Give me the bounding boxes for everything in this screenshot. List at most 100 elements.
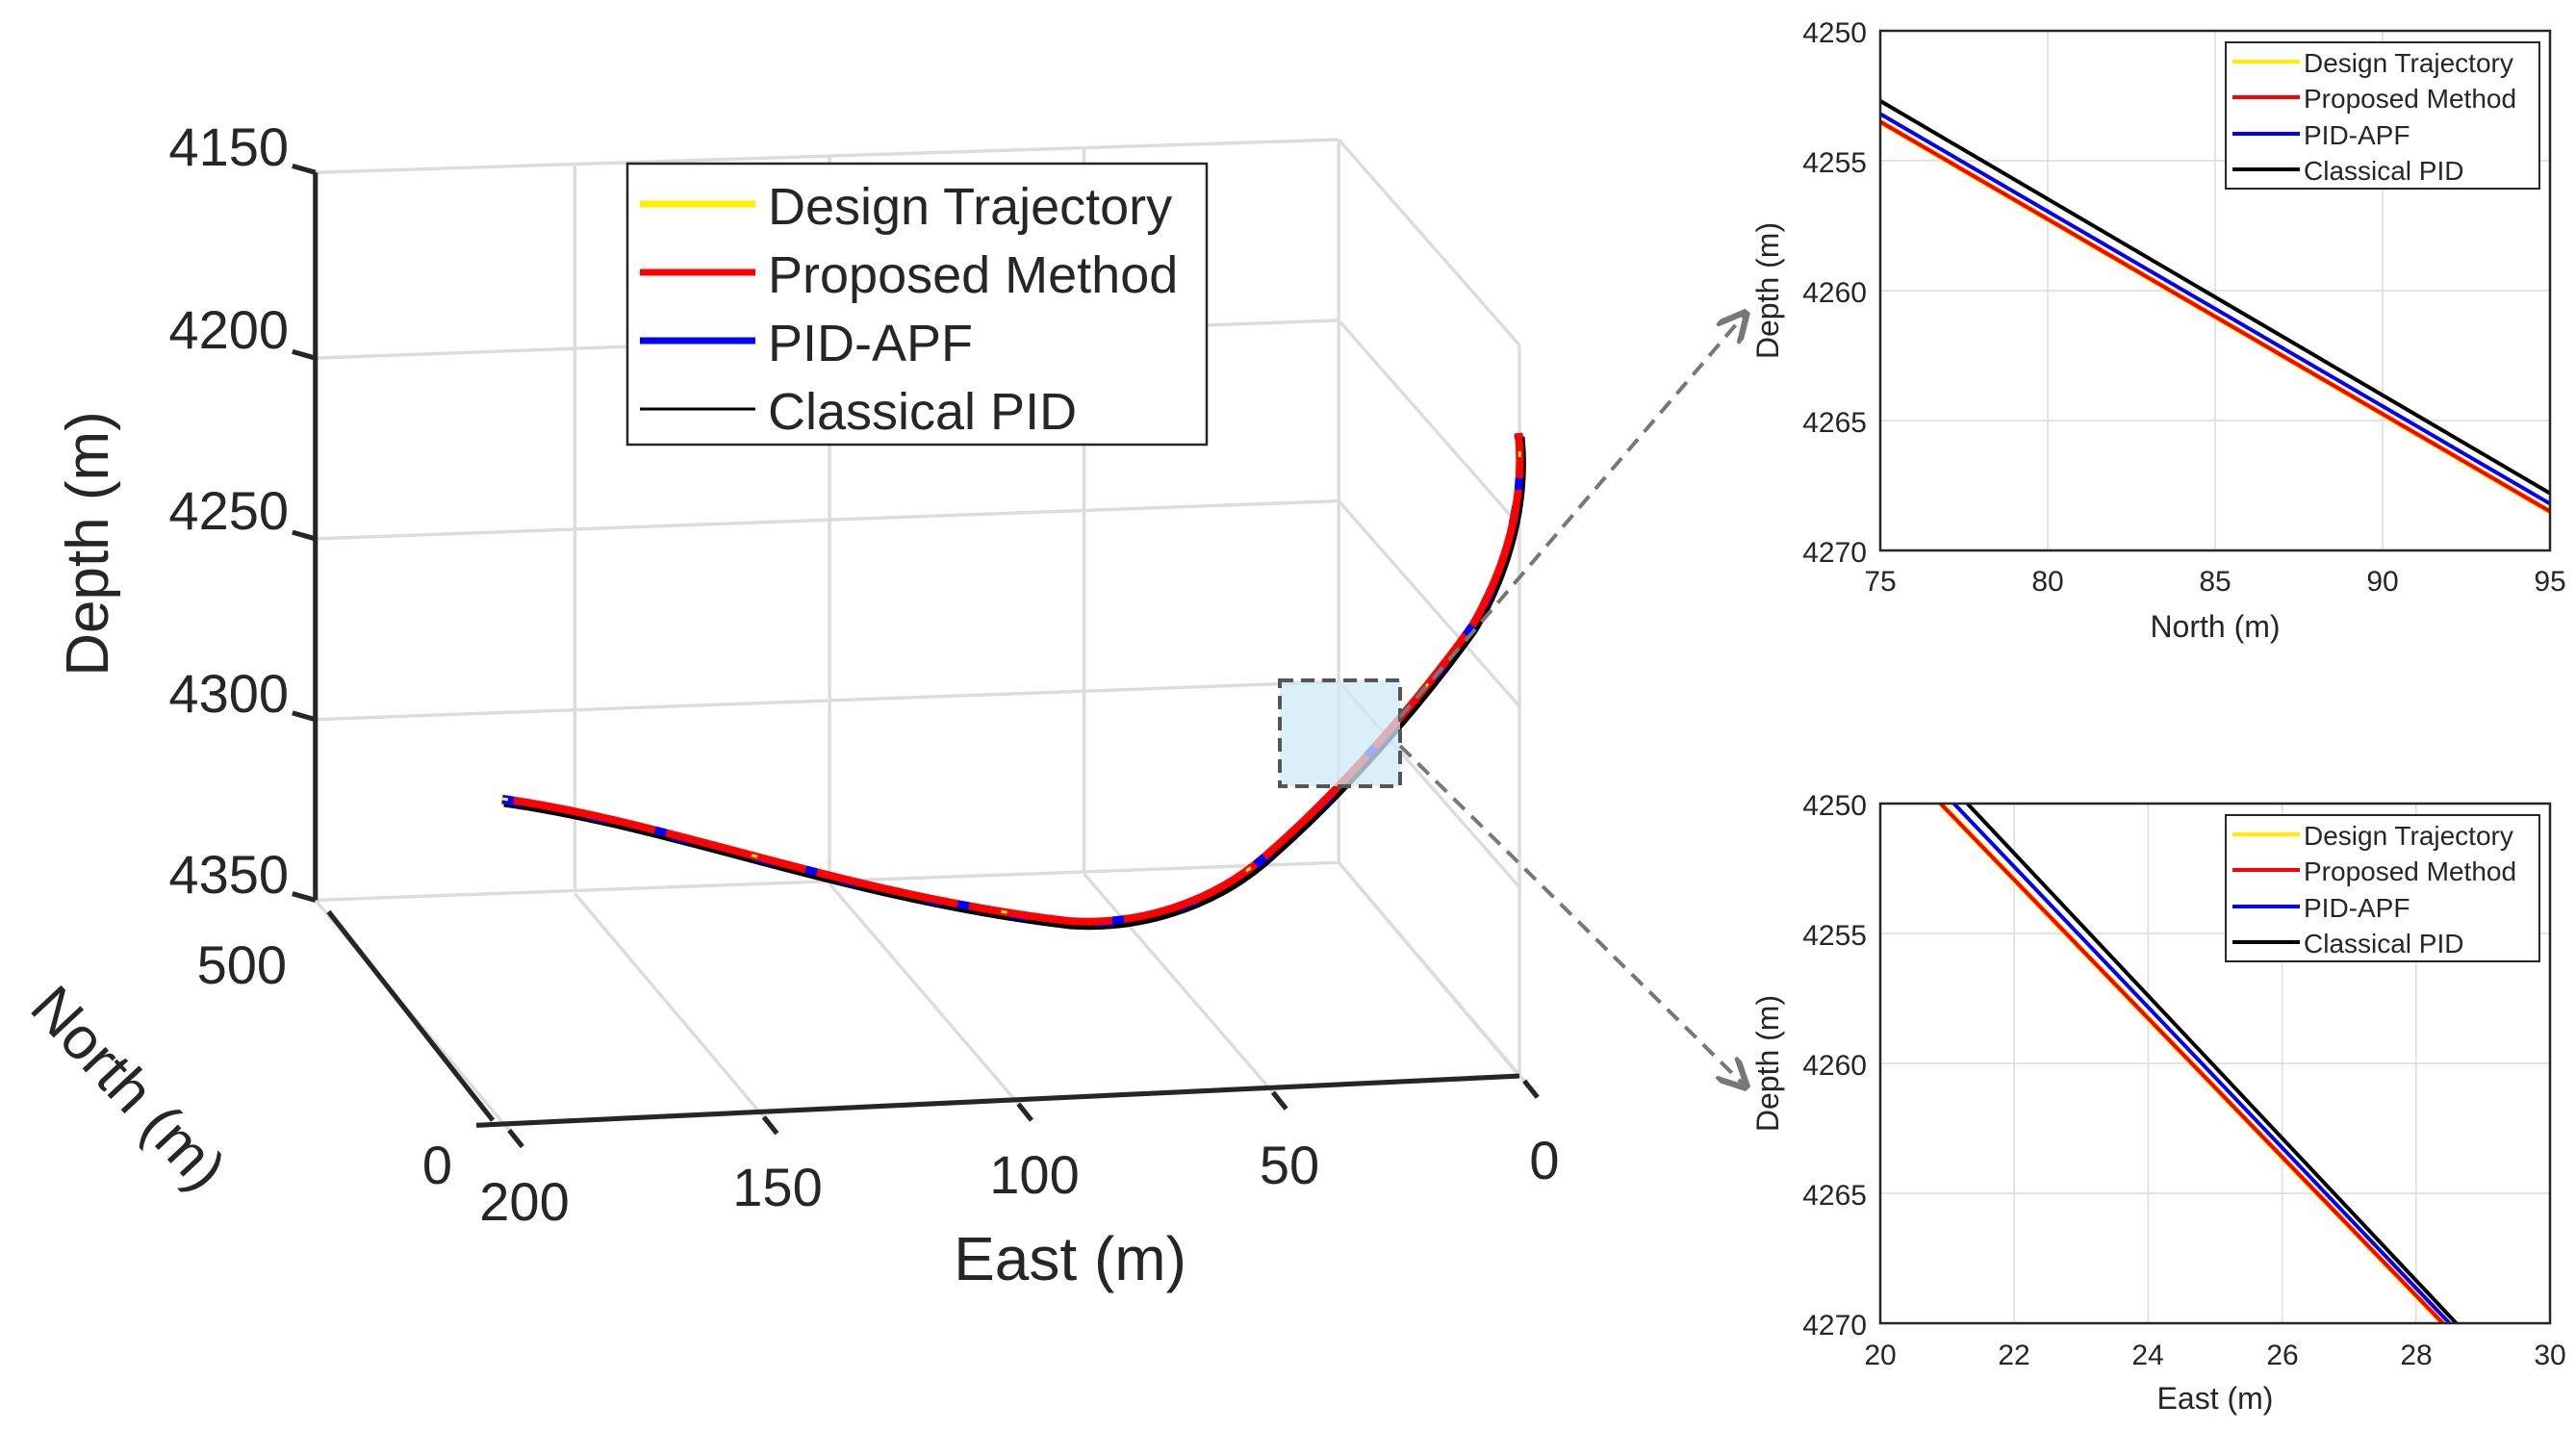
zoom-east-x-label: East (m) [2157, 1381, 2274, 1416]
east-axis-line [475, 1073, 1520, 1128]
main-gridline [1337, 499, 1521, 708]
zoom-north-y-tick: 4265 [1802, 407, 1867, 439]
zoom-east-y-tick: 4255 [1802, 920, 1867, 952]
zoom-north-legend-label: Design Trajectory [2304, 48, 2513, 78]
zoom-arrow-north [1398, 316, 1744, 719]
zoom-plot-north: 4250 4255 4260 4265 4270 75 80 85 90 95 … [1750, 17, 2566, 644]
zoom-north-frame [1878, 29, 2552, 552]
east-tick [507, 1128, 524, 1149]
zoom-east-legend-label: PID-APF [2304, 893, 2410, 923]
depth-tick [292, 891, 317, 903]
zoom-north-y-tick: 4250 [1802, 17, 1867, 49]
zoom-east-y-tick: 4250 [1802, 790, 1867, 822]
zoom-north-legend-box [2225, 41, 2540, 190]
zoom-north-x-tick: 85 [2199, 566, 2231, 598]
north-axis-label: North (m) [17, 974, 238, 1204]
zoom-north-y-tick: 4270 [1802, 537, 1867, 569]
zoom-region-box [1278, 678, 1402, 788]
main-gridline [828, 882, 1020, 1106]
main-series-pid-apf-overlay [501, 432, 1524, 926]
zoom-east-legend-label: Classical PID [2304, 929, 2463, 958]
zoom-east-legend: Design Trajectory Proposed Method PID-AP… [2225, 814, 2540, 962]
east-tick-label: 0 [1529, 1130, 1559, 1190]
zoom-north-legend-label: Proposed Method [2304, 84, 2516, 114]
zoom-north-x-tick: 95 [2534, 566, 2565, 598]
east-tick [761, 1115, 779, 1136]
zoom-north-x-tick: 75 [1864, 566, 1896, 598]
main-legend-label: PID-APF [768, 315, 973, 372]
zoom-east-x-tick: 28 [2400, 1340, 2432, 1371]
main-gridline [315, 679, 1339, 722]
depth-tick [292, 163, 317, 175]
main-3d-axes [292, 163, 1540, 1149]
zoom-arrow-east [1398, 744, 1744, 1085]
zoom-east-y-label: Depth (m) [1750, 995, 1785, 1132]
zoom-east-series-classical [1966, 804, 2459, 1323]
main-series-pid-apf [501, 433, 1524, 928]
zoom-east-series [1938, 804, 2459, 1323]
zoom-north-x-tick: 90 [2366, 566, 2398, 598]
zoom-north-series-proposed [1880, 119, 2550, 514]
zoom-east-y-tick: 4260 [1802, 1050, 1867, 1082]
zoom-north-legend-label: Classical PID [2304, 156, 2463, 186]
east-tick-label: 100 [989, 1144, 1079, 1205]
zoom-north-legend-label: PID-APF [2304, 120, 2410, 150]
zoom-north-x-label: North (m) [2150, 609, 2280, 644]
main-gridline [1337, 319, 1521, 527]
east-tick-label: 50 [1260, 1135, 1319, 1195]
zoom-north-series-classical [1880, 99, 2550, 496]
depth-tick-label: 4350 [168, 844, 289, 905]
north-axis-line [326, 909, 496, 1122]
zoom-east-x-tick: 26 [2266, 1340, 2298, 1371]
zoom-north-series-pid-apf [1880, 112, 2550, 506]
zoom-east-y-tick: 4270 [1802, 1310, 1867, 1342]
depth-tick [292, 710, 317, 723]
depth-tick-label: 4150 [168, 116, 289, 177]
main-legend-label: Proposed Method [768, 246, 1178, 304]
east-tick-label: 200 [479, 1171, 569, 1232]
main-trajectory [501, 432, 1526, 931]
zoom-north-y-tick: 4255 [1802, 147, 1867, 179]
main-gridline [1337, 138, 1521, 346]
main-legend-label: Design Trajectory [768, 178, 1172, 236]
zoom-east-x-tick: 22 [1998, 1340, 2029, 1371]
main-legend: Design Trajectory Proposed Method PID-AP… [625, 162, 1209, 447]
zoom-north-y-label: Depth (m) [1750, 222, 1785, 359]
depth-tick-label: 4200 [168, 299, 289, 360]
zoom-east-legend-box [2225, 814, 2540, 962]
zoom-east-x-tick: 30 [2534, 1340, 2565, 1371]
main-3d-plot: 4150 4200 4250 4300 4350 Depth (m) 500 0… [17, 116, 1559, 1293]
zoom-north-y-tick: 4260 [1802, 277, 1867, 309]
depth-axis-label: Depth (m) [55, 411, 121, 677]
zoom-north-legend: Design Trajectory Proposed Method PID-AP… [2225, 41, 2540, 190]
zoom-plot-east: 4250 4255 4260 4265 4270 20 22 24 26 28 … [1750, 790, 2566, 1416]
depth-tick [292, 348, 317, 361]
main-gridline [574, 892, 766, 1118]
east-axis-label: East (m) [954, 1224, 1186, 1293]
zoom-east-x-tick: 20 [1864, 1340, 1896, 1371]
north-tick-label: 500 [197, 934, 287, 995]
zoom-east-x-tick: 24 [2131, 1340, 2163, 1371]
north-tick-label: 0 [422, 1135, 452, 1195]
main-gridline [1337, 861, 1521, 1078]
zoom-east-y-tick: 4265 [1802, 1180, 1867, 1212]
main-gridline [1083, 873, 1275, 1094]
main-gridline [315, 138, 1339, 174]
depth-tick-label: 4300 [168, 663, 289, 724]
east-tick [1016, 1102, 1033, 1122]
main-series-design-trajectory [501, 432, 1521, 924]
depth-tick [292, 529, 317, 542]
zoom-east-legend-label: Design Trajectory [2304, 821, 2513, 851]
main-legend-label: Classical PID [768, 383, 1077, 441]
east-tick-label: 150 [732, 1157, 822, 1217]
zoom-north-x-tick: 80 [2031, 566, 2063, 598]
zoom-east-legend-label: Proposed Method [2304, 856, 2516, 886]
zoom-east-frame [1878, 802, 2552, 1325]
zoom-north-series [1880, 99, 2550, 515]
main-series-proposed-method [501, 432, 1524, 926]
main-legend-box [625, 162, 1209, 447]
east-tick [1522, 1079, 1540, 1099]
main-gridline [315, 498, 1339, 541]
zoom-east-series-proposed [1939, 804, 2445, 1323]
